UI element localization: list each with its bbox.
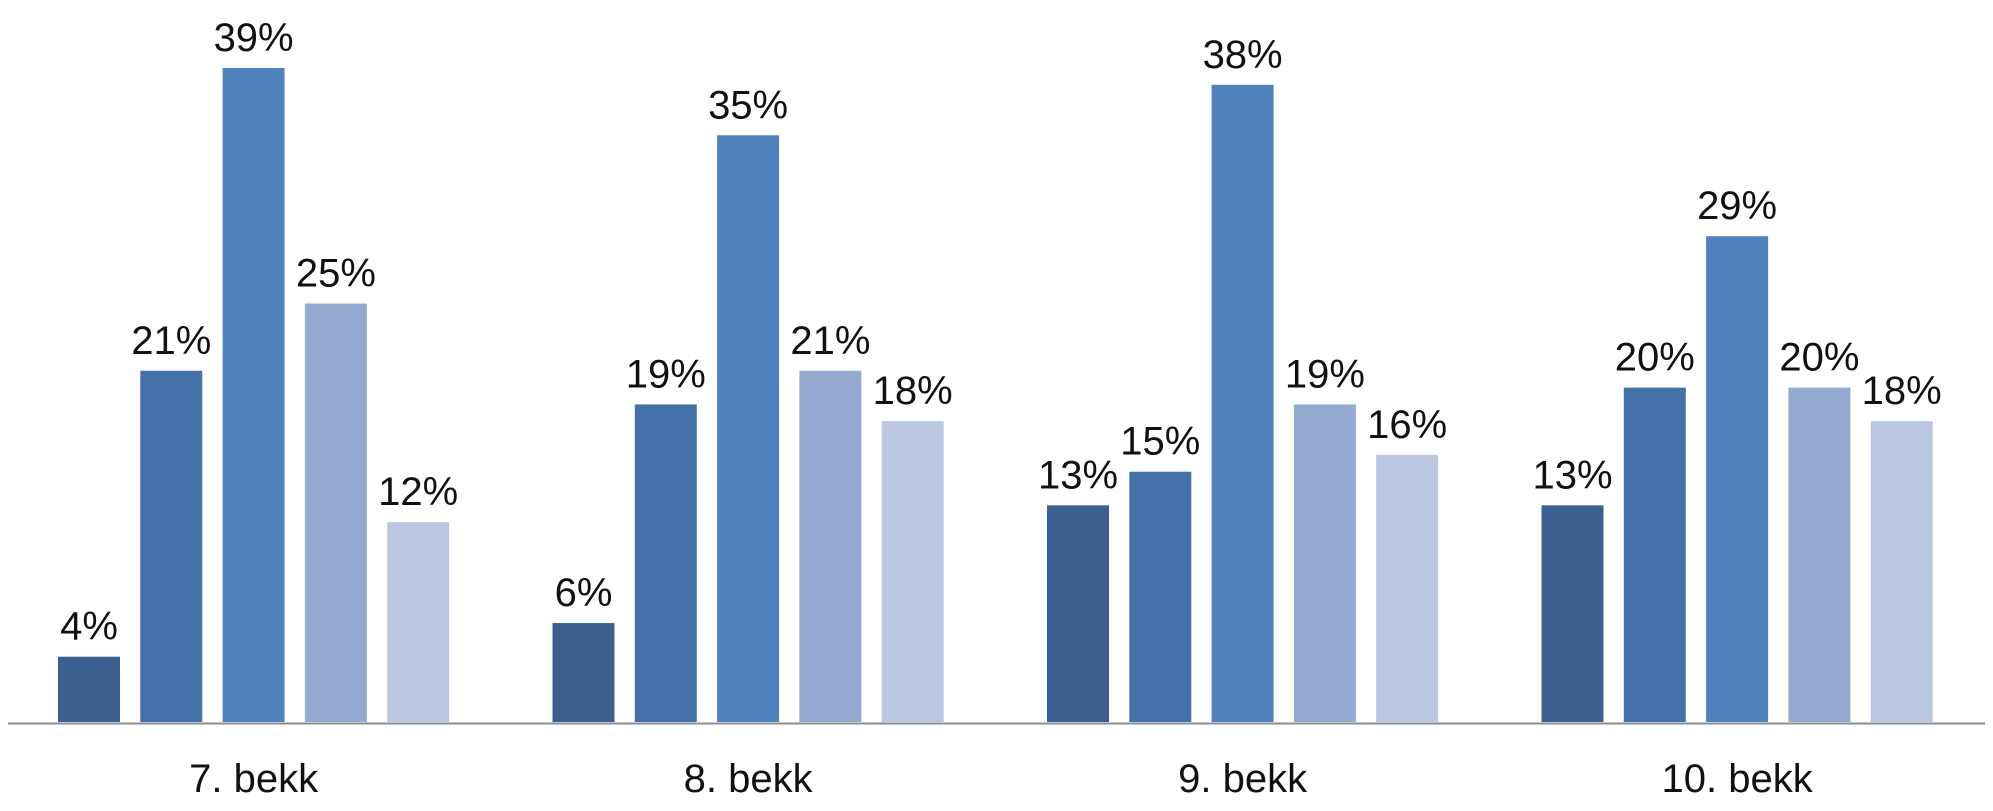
bar-2-4 <box>797 368 864 724</box>
bar-3-2 <box>1127 469 1194 725</box>
value-label-3-5: 16% <box>1367 403 1447 447</box>
bar-3-4 <box>1291 402 1358 724</box>
value-label-3-1: 13% <box>1038 453 1118 497</box>
bar-2-1 <box>550 621 617 724</box>
bar-4-1 <box>1539 503 1606 725</box>
value-label-1-5: 12% <box>378 470 458 514</box>
bar-1-5 <box>385 520 452 725</box>
value-label-4-4: 20% <box>1779 336 1859 380</box>
value-label-1-3: 39% <box>214 16 294 60</box>
bar-2-5 <box>879 419 946 724</box>
bar-3-3 <box>1209 82 1276 725</box>
value-label-2-1: 6% <box>555 571 613 615</box>
category-label-4: 10. bekk <box>1661 757 1813 801</box>
bar-2-3 <box>715 133 782 725</box>
bar-4-2 <box>1621 385 1688 724</box>
bar-4-5 <box>1868 419 1935 724</box>
value-label-4-2: 20% <box>1615 336 1695 380</box>
bar-1-4 <box>302 301 369 724</box>
value-label-2-4: 21% <box>790 319 870 363</box>
bar-1-3 <box>220 66 287 724</box>
value-label-2-3: 35% <box>708 83 788 127</box>
bar-1-2 <box>138 368 205 724</box>
value-label-4-3: 29% <box>1697 184 1777 228</box>
bar-3-1 <box>1045 503 1111 725</box>
bar-2-2 <box>632 402 699 724</box>
bar-4-3 <box>1704 234 1771 724</box>
value-label-3-2: 15% <box>1120 420 1200 464</box>
value-label-1-4: 25% <box>296 251 376 295</box>
bars-layer <box>56 66 1935 725</box>
value-label-1-1: 4% <box>60 605 118 649</box>
value-label-4-5: 18% <box>1862 369 1942 413</box>
bar-4-4 <box>1786 385 1853 724</box>
value-label-1-2: 21% <box>131 319 211 363</box>
category-labels-layer: 7. bekk 8. bekk 9. bekk 10. bekk <box>189 757 1814 801</box>
value-label-2-5: 18% <box>873 369 953 413</box>
value-label-4-1: 13% <box>1532 453 1612 497</box>
value-label-3-3: 38% <box>1203 33 1283 77</box>
value-label-2-2: 19% <box>626 352 706 396</box>
category-label-1: 7. bekk <box>189 757 319 801</box>
bar-1-1 <box>56 654 122 725</box>
value-labels-layer: 4%21%39%25%12%6%19%35%21%18%13%15%38%19%… <box>60 16 1942 649</box>
value-label-3-4: 19% <box>1285 352 1365 396</box>
category-label-2: 8. bekk <box>684 757 814 801</box>
category-label-3: 9. bekk <box>1178 757 1308 801</box>
bar-3-5 <box>1374 452 1441 724</box>
